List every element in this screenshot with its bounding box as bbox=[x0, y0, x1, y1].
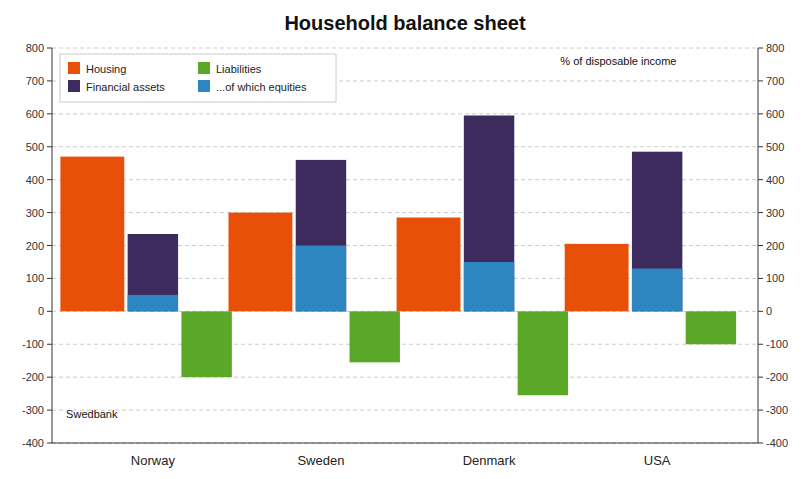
y2-tick bbox=[758, 377, 763, 378]
bar bbox=[632, 269, 682, 312]
y2-tick-label: 200 bbox=[766, 240, 784, 252]
x-tick-label: Sweden bbox=[297, 453, 344, 468]
y-tick bbox=[47, 212, 52, 213]
y-tick-label: -300 bbox=[22, 404, 44, 416]
y2-tick bbox=[758, 344, 763, 345]
bar bbox=[565, 244, 629, 311]
bar bbox=[350, 311, 400, 362]
legend-swatch bbox=[198, 62, 210, 74]
bar bbox=[60, 157, 124, 312]
bar bbox=[397, 218, 461, 312]
y2-tick bbox=[758, 80, 763, 81]
y-tick bbox=[47, 179, 52, 180]
grid-line bbox=[52, 113, 758, 114]
y2-tick-label: 100 bbox=[766, 272, 784, 284]
y2-tick-label: 700 bbox=[766, 75, 784, 87]
y2-tick bbox=[758, 245, 763, 246]
y2-tick-label: 500 bbox=[766, 141, 784, 153]
y-tick bbox=[47, 113, 52, 114]
bar bbox=[181, 311, 231, 377]
legend-swatch bbox=[68, 80, 80, 92]
bar bbox=[464, 262, 514, 311]
bar bbox=[464, 115, 514, 311]
y2-tick-label: -200 bbox=[766, 371, 788, 383]
y-tick-label: 0 bbox=[38, 305, 44, 317]
grid-line bbox=[52, 344, 758, 345]
legend-label: ...of which equities bbox=[216, 81, 307, 93]
y2-tick bbox=[758, 311, 763, 312]
bar bbox=[632, 152, 682, 312]
legend-swatch bbox=[68, 62, 80, 74]
y-tick bbox=[47, 146, 52, 147]
y-tick bbox=[47, 48, 52, 49]
y2-tick-label: 300 bbox=[766, 207, 784, 219]
source: Swedbank bbox=[66, 408, 118, 420]
grid-line bbox=[52, 410, 758, 411]
legend-swatch bbox=[198, 80, 210, 92]
y2-tick-label: -300 bbox=[766, 404, 788, 416]
bar bbox=[686, 311, 736, 344]
y-tick bbox=[47, 443, 52, 444]
y-tick-label: -400 bbox=[22, 437, 44, 449]
x-tick-label: USA bbox=[644, 453, 671, 468]
y-tick-label: 300 bbox=[26, 207, 44, 219]
y-tick bbox=[47, 311, 52, 312]
grid-line bbox=[52, 146, 758, 147]
y-tick-label: 400 bbox=[26, 174, 44, 186]
legend-frame bbox=[60, 54, 336, 102]
chart: -400 -300 -200 -100 0 100 200 300 400 500 600 700 80… bbox=[0, 0, 810, 479]
y2-tick bbox=[758, 410, 763, 411]
y2-tick bbox=[758, 443, 763, 444]
title: Household balance sheet bbox=[284, 12, 526, 34]
bar bbox=[128, 234, 178, 311]
y-tick bbox=[47, 344, 52, 345]
y-tick bbox=[47, 278, 52, 279]
legend-label: Liabilities bbox=[216, 63, 262, 75]
y-tick bbox=[47, 245, 52, 246]
y-tick-label: -100 bbox=[22, 338, 44, 350]
y2-tick-label: 0 bbox=[766, 305, 772, 317]
y2-tick bbox=[758, 179, 763, 180]
y-tick-label: -200 bbox=[22, 371, 44, 383]
bar bbox=[128, 295, 178, 311]
y-tick-label: 800 bbox=[26, 42, 44, 54]
grid-line bbox=[52, 443, 758, 444]
legend-label: Housing bbox=[86, 63, 126, 75]
y2-tick-label: 600 bbox=[766, 108, 784, 120]
annotation: % of disposable income bbox=[560, 55, 676, 67]
y-tick-label: 200 bbox=[26, 240, 44, 252]
x-tick-label: Norway bbox=[131, 453, 176, 468]
legend-label: Financial assets bbox=[86, 81, 165, 93]
y2-tick-label: 800 bbox=[766, 42, 784, 54]
grid-line bbox=[52, 48, 758, 49]
bar bbox=[229, 213, 293, 312]
y2-tick bbox=[758, 278, 763, 279]
y-tick bbox=[47, 377, 52, 378]
bars bbox=[60, 115, 736, 395]
x-axis-line bbox=[52, 443, 758, 444]
y2-tick-label: -100 bbox=[766, 338, 788, 350]
y-tick-label: 500 bbox=[26, 141, 44, 153]
bar bbox=[518, 311, 568, 395]
bar bbox=[296, 246, 346, 312]
y-tick bbox=[47, 80, 52, 81]
y-tick-label: 100 bbox=[26, 272, 44, 284]
y2-tick-label: 400 bbox=[766, 174, 784, 186]
y-tick-label: 700 bbox=[26, 75, 44, 87]
y2-tick-label: -400 bbox=[766, 437, 788, 449]
y-tick-label: 600 bbox=[26, 108, 44, 120]
legend: Housing Financial assets Liabilities ...of … bbox=[60, 54, 336, 102]
x-tick-label: Denmark bbox=[463, 453, 516, 468]
y2-tick bbox=[758, 113, 763, 114]
y2-tick bbox=[758, 146, 763, 147]
y2-tick bbox=[758, 48, 763, 49]
y-tick bbox=[47, 410, 52, 411]
grid-line bbox=[52, 377, 758, 378]
bar bbox=[296, 160, 346, 311]
y2-tick bbox=[758, 212, 763, 213]
